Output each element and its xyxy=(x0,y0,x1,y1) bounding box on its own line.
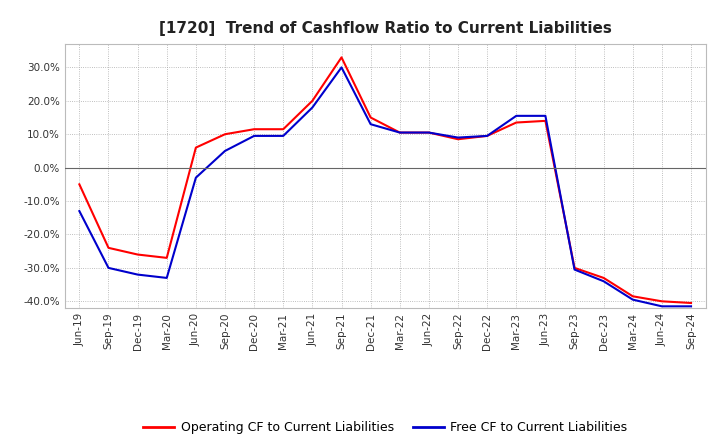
Operating CF to Current Liabilities xyxy=(163,255,171,260)
Operating CF to Current Liabilities xyxy=(599,275,608,281)
Operating CF to Current Liabilities xyxy=(104,245,113,250)
Operating CF to Current Liabilities xyxy=(279,127,287,132)
Operating CF to Current Liabilities xyxy=(512,120,521,125)
Operating CF to Current Liabilities xyxy=(337,55,346,60)
Free CF to Current Liabilities xyxy=(512,113,521,118)
Operating CF to Current Liabilities xyxy=(192,145,200,150)
Free CF to Current Liabilities xyxy=(599,279,608,284)
Title: [1720]  Trend of Cashflow Ratio to Current Liabilities: [1720] Trend of Cashflow Ratio to Curren… xyxy=(159,21,611,36)
Free CF to Current Liabilities xyxy=(133,272,142,277)
Free CF to Current Liabilities xyxy=(366,121,375,127)
Free CF to Current Liabilities xyxy=(308,105,317,110)
Line: Operating CF to Current Liabilities: Operating CF to Current Liabilities xyxy=(79,57,691,303)
Free CF to Current Liabilities xyxy=(250,133,258,139)
Legend: Operating CF to Current Liabilities, Free CF to Current Liabilities: Operating CF to Current Liabilities, Fre… xyxy=(138,416,632,439)
Operating CF to Current Liabilities xyxy=(395,130,404,135)
Free CF to Current Liabilities xyxy=(483,133,492,139)
Free CF to Current Liabilities xyxy=(629,297,637,302)
Operating CF to Current Liabilities xyxy=(366,115,375,120)
Operating CF to Current Liabilities xyxy=(570,265,579,271)
Operating CF to Current Liabilities xyxy=(425,130,433,135)
Free CF to Current Liabilities xyxy=(279,133,287,139)
Free CF to Current Liabilities xyxy=(425,130,433,135)
Operating CF to Current Liabilities xyxy=(454,136,462,142)
Free CF to Current Liabilities xyxy=(220,148,229,154)
Operating CF to Current Liabilities xyxy=(75,182,84,187)
Free CF to Current Liabilities xyxy=(687,304,696,309)
Free CF to Current Liabilities xyxy=(192,175,200,180)
Free CF to Current Liabilities xyxy=(75,209,84,214)
Free CF to Current Liabilities xyxy=(395,130,404,135)
Line: Free CF to Current Liabilities: Free CF to Current Liabilities xyxy=(79,67,691,306)
Free CF to Current Liabilities xyxy=(337,65,346,70)
Operating CF to Current Liabilities xyxy=(308,98,317,103)
Free CF to Current Liabilities xyxy=(454,135,462,140)
Free CF to Current Liabilities xyxy=(541,113,550,118)
Operating CF to Current Liabilities xyxy=(629,293,637,299)
Operating CF to Current Liabilities xyxy=(133,252,142,257)
Operating CF to Current Liabilities xyxy=(541,118,550,124)
Operating CF to Current Liabilities xyxy=(220,132,229,137)
Free CF to Current Liabilities xyxy=(163,275,171,281)
Free CF to Current Liabilities xyxy=(570,267,579,272)
Operating CF to Current Liabilities xyxy=(483,133,492,139)
Free CF to Current Liabilities xyxy=(104,265,113,271)
Operating CF to Current Liabilities xyxy=(250,127,258,132)
Operating CF to Current Liabilities xyxy=(687,301,696,306)
Free CF to Current Liabilities xyxy=(657,304,666,309)
Operating CF to Current Liabilities xyxy=(657,299,666,304)
